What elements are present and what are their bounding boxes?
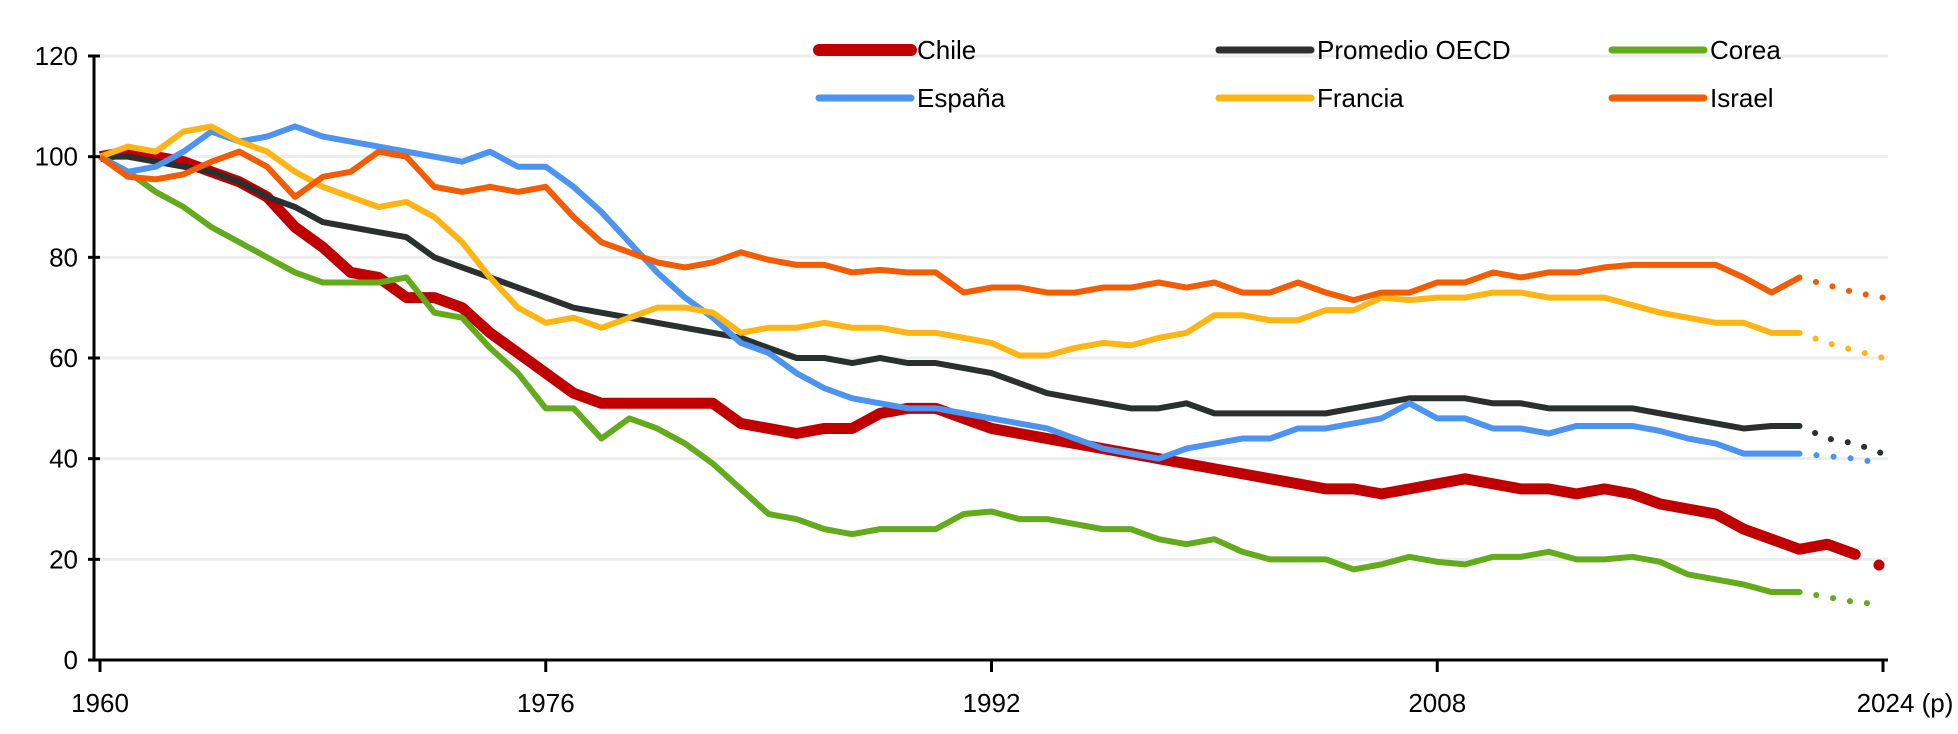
legend-label: Francia [1317, 83, 1404, 113]
legend-label: Promedio OECD [1317, 35, 1511, 65]
x-tick-label: 2024 (p) [1857, 688, 1954, 718]
axes: 0 20 40 60 80 100 120 1960 1976 1992 2008 2024 (p) [35, 41, 1954, 718]
y-tick-label: 60 [49, 343, 78, 373]
legend-label: Chile [917, 35, 976, 65]
series-line-españa [98, 123, 1800, 462]
series-lines [98, 123, 1889, 608]
x-tick-label: 2008 [1408, 688, 1466, 718]
series-projection-corea [1796, 589, 1886, 608]
legend-label: Israel [1710, 83, 1774, 113]
series-projection-francia [1796, 329, 1886, 361]
x-tick-label: 1992 [963, 688, 1021, 718]
x-tick-label: 1976 [517, 688, 575, 718]
y-tick-label: 0 [64, 645, 78, 675]
x-tick-label: 1960 [71, 688, 129, 718]
y-tick-label: 100 [35, 142, 78, 172]
y-tick-label: 80 [49, 242, 78, 272]
series-projection-israel [1796, 274, 1886, 301]
y-tick-label: 20 [49, 544, 78, 574]
legend-label: Corea [1710, 35, 1781, 65]
y-tick-label: 40 [49, 444, 78, 474]
series-line-francia [98, 123, 1800, 359]
series-line-chile [99, 146, 1858, 560]
legend: Chile Promedio OECD Corea España Francia Isra… [813, 35, 1781, 113]
series-projection-promedio-oecd [1796, 422, 1886, 457]
series-projection-españa [1796, 450, 1886, 467]
series-line-corea [98, 154, 1800, 596]
series-line-promedio-oecd [100, 153, 1800, 432]
series-line-israel [98, 148, 1801, 304]
legend-label: España [917, 83, 1006, 113]
y-tick-label: 120 [35, 41, 78, 71]
series-projection-chile [1849, 548, 1889, 573]
gridlines [93, 54, 1888, 561]
